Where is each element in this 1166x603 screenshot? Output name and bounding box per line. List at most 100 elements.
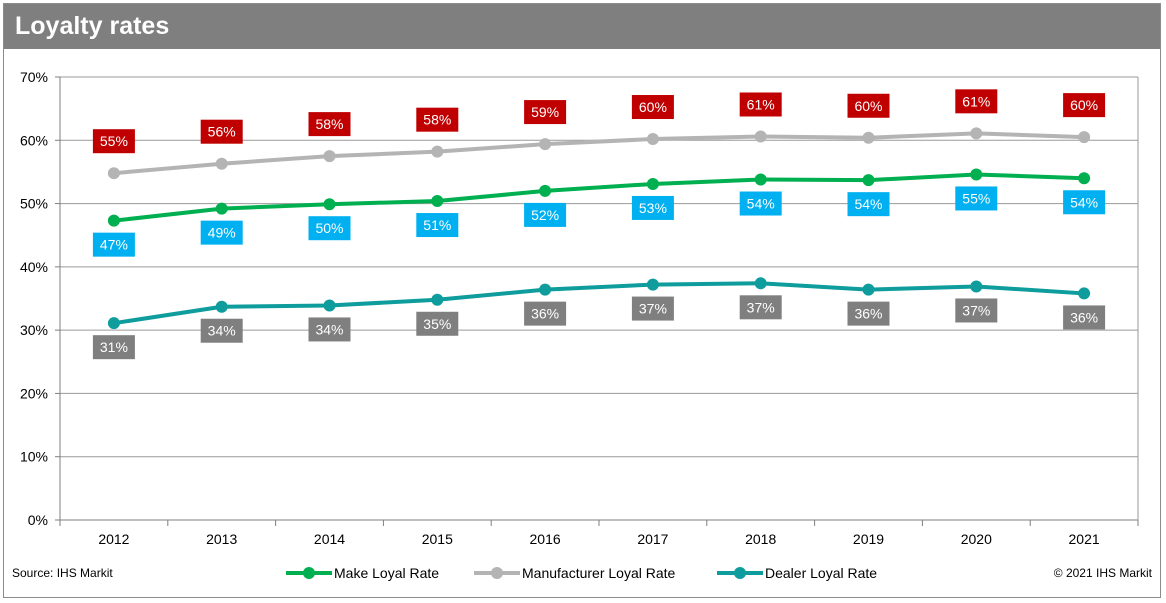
- data-label-dealer: 35%: [423, 316, 451, 332]
- data-labels: 47% 49% 50% 51% 52% 53% 54% 54% 55% 54% 55% 56% 58% 5…: [92, 89, 1106, 360]
- data-label-box-dealer: [200, 318, 243, 343]
- data-label-make: 53%: [639, 200, 667, 216]
- y-tick-label: 40%: [20, 259, 48, 275]
- data-point-manufacturer: [862, 131, 875, 144]
- title-bar: Loyalty rates: [4, 4, 1160, 49]
- x-tick-label: 2021: [1069, 531, 1100, 547]
- chart-title: Loyalty rates: [15, 12, 170, 40]
- data-point-dealer: [431, 293, 444, 306]
- data-label-dealer: 34%: [208, 323, 236, 339]
- data-label-box-manufacturer: [308, 112, 351, 137]
- data-label-box-manufacturer: [416, 107, 459, 132]
- data-label-make: 54%: [854, 196, 882, 212]
- series-line-make: [113, 172, 1085, 223]
- data-label-box-manufacturer: [1063, 93, 1106, 118]
- data-label-manufacturer: 55%: [100, 133, 128, 149]
- data-label-make: 54%: [1070, 194, 1098, 210]
- legend-item-make: Make Loyal Rate: [286, 562, 439, 584]
- data-label-box-make: [308, 216, 351, 241]
- data-label-box-manufacturer: [200, 119, 243, 144]
- data-point-dealer: [1078, 287, 1091, 300]
- x-tick-label: 2013: [206, 531, 237, 547]
- data-point-make: [431, 195, 444, 208]
- data-label-box-dealer: [847, 301, 890, 326]
- data-label-make: 55%: [962, 190, 990, 206]
- data-label-manufacturer: 61%: [747, 96, 775, 112]
- source-note: Source: IHS Markit: [12, 566, 113, 580]
- data-label-box-dealer: [308, 317, 351, 342]
- data-label-box-make: [955, 186, 998, 211]
- data-label-box-dealer: [416, 311, 459, 336]
- x-tick-label: 2015: [422, 531, 453, 547]
- data-point-manufacturer: [431, 145, 444, 158]
- y-tick-label: 0%: [28, 512, 48, 528]
- data-label-box-make: [739, 191, 782, 216]
- x-tick-label: 2019: [853, 531, 884, 547]
- x-tick-label: 2020: [961, 531, 992, 547]
- data-point-make: [646, 177, 659, 190]
- data-label-manufacturer: 58%: [423, 112, 451, 128]
- data-point-manufacturer: [323, 150, 336, 163]
- copyright-note: © 2021 IHS Markit: [1053, 566, 1152, 580]
- data-point-make: [323, 198, 336, 211]
- data-label-manufacturer: 60%: [639, 99, 667, 115]
- series-group: [107, 127, 1091, 330]
- data-label-box-dealer: [631, 296, 674, 321]
- series-line-manufacturer: [113, 131, 1085, 176]
- data-point-dealer: [539, 283, 552, 296]
- data-point-dealer: [215, 300, 228, 313]
- data-label-make: 50%: [315, 220, 343, 236]
- data-label-box-manufacturer: [92, 129, 135, 154]
- y-tick-label: 60%: [20, 132, 48, 148]
- data-point-make: [862, 174, 875, 187]
- data-label-box-make: [416, 213, 459, 238]
- data-label-manufacturer: 60%: [1070, 97, 1098, 113]
- data-point-dealer: [323, 299, 336, 312]
- data-point-dealer: [754, 277, 767, 290]
- data-point-make: [1078, 172, 1091, 185]
- data-point-make: [539, 184, 552, 197]
- data-label-make: 51%: [423, 217, 451, 233]
- data-point-make: [970, 168, 983, 181]
- data-label-box-dealer: [1063, 305, 1106, 330]
- legend-label-dealer: Dealer Loyal Rate: [765, 565, 878, 581]
- data-label-dealer: 37%: [639, 301, 667, 317]
- x-tick-label: 2014: [314, 531, 345, 547]
- legend-swatch-manufacturer: [474, 562, 520, 584]
- legend-label-make: Make Loyal Rate: [334, 565, 440, 581]
- y-tick-label: 20%: [20, 385, 48, 401]
- data-label-dealer: 36%: [854, 306, 882, 322]
- data-label-box-make: [200, 220, 243, 245]
- y-tick-label: 10%: [20, 449, 48, 465]
- data-point-dealer: [107, 317, 120, 330]
- data-label-make: 54%: [747, 196, 775, 212]
- legend-swatch-make: [286, 562, 332, 584]
- data-point-manufacturer: [970, 127, 983, 140]
- legend-item-dealer: Dealer Loyal Rate: [717, 562, 877, 584]
- data-label-box-dealer: [955, 298, 998, 323]
- data-label-dealer: 37%: [962, 302, 990, 318]
- data-label-manufacturer: 58%: [315, 116, 343, 132]
- data-label-dealer: 36%: [531, 306, 559, 322]
- data-label-box-dealer: [524, 301, 567, 326]
- data-label-manufacturer: 60%: [854, 98, 882, 114]
- legend-item-manufacturer: Manufacturer Loyal Rate: [474, 562, 675, 584]
- data-point-dealer: [970, 280, 983, 293]
- data-label-manufacturer: 61%: [962, 93, 990, 109]
- legend-swatch-dealer: [717, 562, 763, 584]
- data-label-dealer: 31%: [100, 339, 128, 355]
- data-label-dealer: 36%: [1070, 309, 1098, 325]
- data-label-dealer: 34%: [315, 321, 343, 337]
- x-tick-label: 2017: [637, 531, 668, 547]
- series-line-dealer: [113, 281, 1085, 326]
- data-label-box-make: [1063, 190, 1106, 215]
- data-point-dealer: [862, 283, 875, 296]
- data-point-manufacturer: [1078, 131, 1091, 144]
- data-label-box-manufacturer: [524, 100, 567, 125]
- data-label-box-manufacturer: [631, 95, 674, 120]
- data-label-manufacturer: 59%: [531, 104, 559, 120]
- data-point-manufacturer: [646, 133, 659, 146]
- data-label-box-manufacturer: [955, 89, 998, 114]
- data-label-make: 49%: [208, 225, 236, 241]
